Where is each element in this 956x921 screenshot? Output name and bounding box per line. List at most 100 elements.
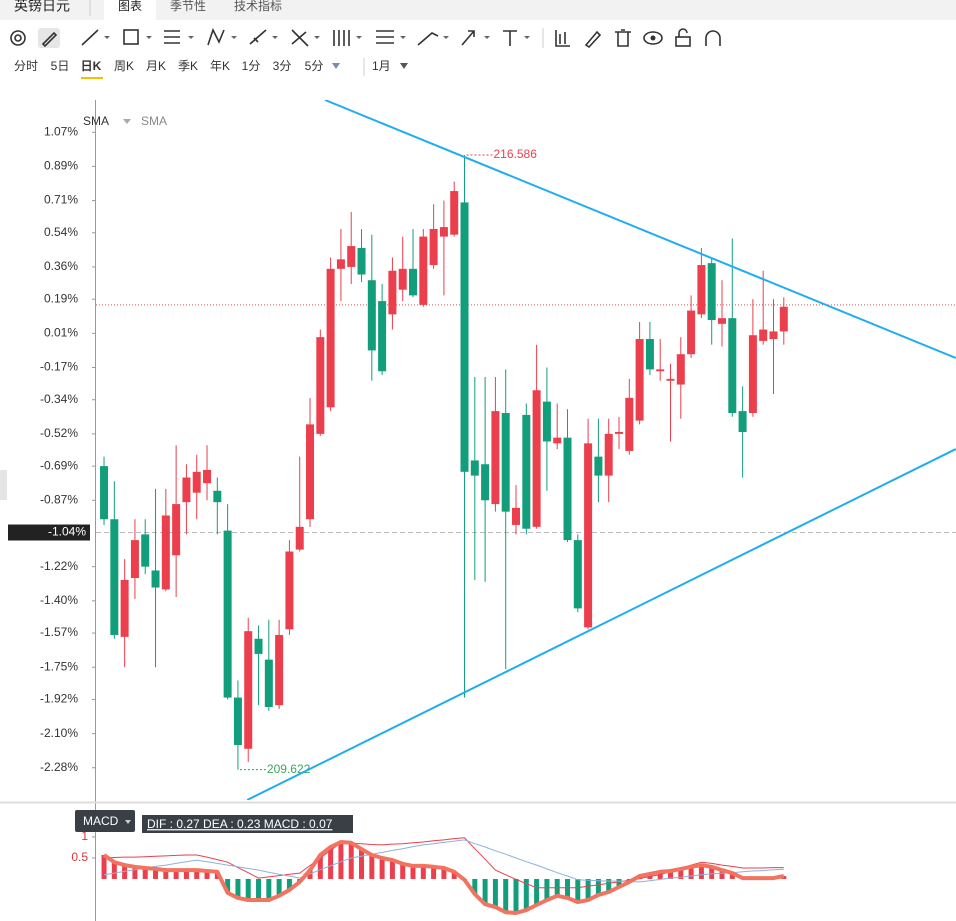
macd-bar	[688, 866, 694, 879]
macd-bar	[420, 865, 426, 879]
indicator-label[interactable]: SMA	[141, 114, 167, 128]
y-tick-label: 0.71%	[44, 193, 78, 207]
tool-icon[interactable]	[10, 30, 26, 46]
period[interactable]: 分时	[14, 59, 38, 73]
candle-body	[439, 227, 448, 237]
tool-icon[interactable]	[81, 29, 110, 46]
candle-body	[676, 354, 685, 385]
crosshair-box	[8, 524, 90, 541]
y-tick-label: 0.01%	[44, 326, 78, 340]
period[interactable]: 周K	[114, 59, 134, 73]
tool-icon[interactable]	[643, 31, 663, 45]
y-tick-label: -0.52%	[40, 426, 78, 440]
tool-icon[interactable]	[461, 30, 490, 46]
tool-icon[interactable]	[615, 29, 631, 47]
candle-body	[285, 551, 294, 630]
tool-icon[interactable]	[503, 30, 530, 46]
period[interactable]: 5分	[305, 59, 324, 73]
tool-icon[interactable]	[249, 29, 278, 45]
tool-icon[interactable]	[291, 29, 320, 47]
y-tick-label: 0.89%	[44, 159, 78, 173]
macd-button-label[interactable]: MACD	[83, 814, 119, 828]
candle-body	[306, 424, 315, 520]
tool-icon[interactable]	[207, 27, 237, 46]
macd-bar	[163, 870, 169, 879]
macd-bar	[678, 868, 684, 879]
macd-bar	[286, 878, 292, 890]
tool-icon[interactable]	[123, 29, 152, 45]
indicator-toggle[interactable]	[123, 119, 131, 124]
macd-bar	[575, 878, 581, 903]
range[interactable]: 1月	[372, 59, 391, 73]
tab[interactable]: 图表	[118, 0, 142, 13]
macd-bar	[194, 870, 200, 879]
tab[interactable]: 技术指标	[234, 0, 282, 13]
macd-button[interactable]	[75, 810, 135, 832]
macd-bar	[389, 860, 395, 879]
macd-bar	[245, 878, 251, 900]
tool-icon[interactable]	[555, 30, 570, 47]
candle-body	[388, 270, 397, 315]
macd-bar	[503, 878, 509, 913]
macd-bar	[431, 866, 437, 879]
macd-bar	[235, 878, 241, 898]
tool-icon[interactable]	[675, 28, 691, 47]
tool-icon[interactable]	[376, 30, 406, 44]
period[interactable]: 1分	[242, 59, 261, 73]
period[interactable]: 日K	[81, 59, 102, 73]
candle-body	[100, 466, 109, 520]
period[interactable]: 月K	[146, 59, 166, 73]
candle-body	[553, 437, 562, 444]
macd-bar	[379, 857, 385, 879]
macd-bar	[441, 868, 447, 879]
macd-bar	[225, 878, 231, 893]
macd-bar	[142, 868, 148, 879]
candle-body	[584, 443, 593, 628]
y-tick-label: -2.10%	[40, 726, 78, 740]
macd-bar	[359, 849, 365, 879]
candle-body	[450, 191, 459, 235]
crosshair-label: -1.04%	[48, 525, 86, 539]
candle-body	[347, 246, 356, 267]
macd-bar	[709, 866, 715, 879]
tool-icon[interactable]	[584, 30, 602, 49]
macd-bar	[668, 870, 674, 879]
range-toggle[interactable]	[400, 63, 408, 69]
period[interactable]: 5日	[51, 59, 70, 73]
tool-icon[interactable]	[38, 28, 60, 48]
macd-bar	[122, 865, 128, 879]
tool-icon[interactable]	[164, 30, 194, 44]
tool-icon[interactable]	[333, 30, 362, 46]
period[interactable]: 3分	[273, 59, 292, 73]
candle-body	[151, 570, 160, 588]
candle-body	[748, 335, 757, 414]
period[interactable]: 季K	[178, 59, 198, 73]
period-more[interactable]	[332, 63, 340, 69]
candle-body	[573, 540, 582, 609]
candle-body	[512, 507, 521, 525]
tab-bg[interactable]	[104, 0, 156, 20]
y-tick-label: -2.28%	[40, 760, 78, 774]
tool-icon[interactable]	[417, 32, 449, 46]
macd-bar	[183, 870, 189, 879]
indicator-label[interactable]: SMA	[83, 114, 109, 128]
candle-body	[192, 471, 201, 493]
macd-bar	[101, 855, 107, 879]
macd-legend-box	[142, 815, 353, 833]
macd-bar	[153, 868, 159, 879]
candle-body	[625, 397, 634, 451]
macd-bar	[719, 870, 725, 879]
tab[interactable]: 季节性	[170, 0, 206, 13]
candle-body	[594, 456, 603, 476]
candle-body	[233, 697, 242, 745]
candle-body	[522, 414, 531, 529]
candle-body	[687, 310, 696, 355]
tool-icon[interactable]	[705, 30, 721, 46]
y-tick-label: -0.17%	[40, 360, 78, 374]
macd-bar	[111, 862, 117, 879]
macd-toggle[interactable]	[125, 820, 131, 824]
candle-body	[326, 268, 335, 408]
y-tick-label: -1.22%	[40, 559, 78, 573]
side-handle[interactable]	[0, 470, 7, 500]
period[interactable]: 年K	[210, 59, 230, 73]
